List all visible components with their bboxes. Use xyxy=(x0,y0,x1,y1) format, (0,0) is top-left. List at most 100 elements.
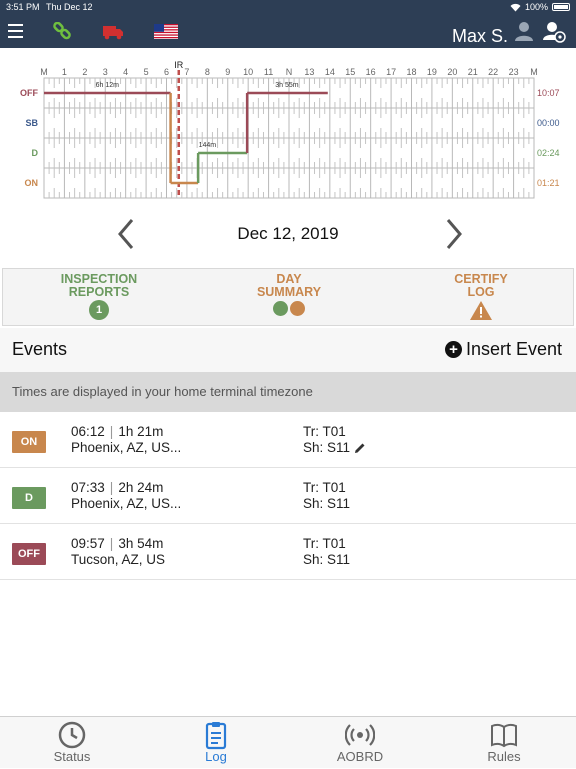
battery-icon xyxy=(552,3,570,11)
events-list: ON 06:12 | 1h 21m Phoenix, AZ, US... Tr: T… xyxy=(0,412,576,580)
event-shipment: Sh: S11 xyxy=(303,496,350,511)
chart-tick-label: M xyxy=(40,67,48,77)
timezone-note: Times are displayed in your home termina… xyxy=(0,372,576,412)
day-summary-button[interactable]: DAY SUMMARY xyxy=(199,273,379,319)
chart-tick-label: 21 xyxy=(468,67,478,77)
insert-event-button[interactable]: + Insert Event xyxy=(444,339,562,360)
event-shipment-text: Sh: S11 xyxy=(303,496,351,511)
event-status-badge: OFF xyxy=(12,543,46,565)
event-location: Phoenix, AZ, US... xyxy=(71,440,182,455)
chart-tick-label: 14 xyxy=(325,67,335,77)
events-title: Events xyxy=(12,339,68,359)
eld-log-chart[interactable]: M 1 2 3 4 5 6 7 8 9 10 11 N 13 14 15 16 17 18 19 20 21 22 23 M OF… xyxy=(0,58,576,208)
chart-tick-label: 16 xyxy=(366,67,376,77)
chart-tick-label: 8 xyxy=(205,67,210,77)
chart-tick-label: 4 xyxy=(123,67,128,77)
tab-log-label: Log xyxy=(205,749,227,764)
status-right: 100% xyxy=(510,2,570,12)
hamburger-menu-icon[interactable] xyxy=(8,24,23,38)
user-settings-icon[interactable] xyxy=(543,20,567,44)
inspection-label-1: INSPECTION xyxy=(60,272,138,286)
chart-tick-label: 3 xyxy=(103,67,108,77)
event-time-line: 06:12 | 1h 21m xyxy=(71,424,164,439)
chart-duration-annotation: 3h 55m xyxy=(275,82,299,89)
wifi-icon xyxy=(510,3,521,11)
event-trailer: Tr: T01 xyxy=(303,424,346,439)
clock-icon xyxy=(58,721,86,749)
event-status-badge: ON xyxy=(12,431,46,453)
plus-circle-icon: + xyxy=(444,341,462,358)
event-row[interactable]: OFF 09:57 | 3h 54m Tucson, AZ, US Tr: T01 … xyxy=(0,524,576,580)
tab-status[interactable]: Status xyxy=(0,717,144,769)
previous-day-button[interactable] xyxy=(112,216,142,252)
event-time-line: 09:57 | 3h 54m xyxy=(71,536,164,551)
insert-event-label: Insert Event xyxy=(465,339,562,359)
certify-log-button[interactable]: CERTIFY LOG xyxy=(391,273,571,324)
day-summary-label-2: SUMMARY xyxy=(256,285,322,299)
chart-row-label: SB xyxy=(25,118,38,128)
chart-tick-label: 6 xyxy=(164,67,169,77)
tab-aobrd[interactable]: AOBRD xyxy=(288,717,432,769)
book-icon xyxy=(491,723,517,748)
chart-tick-label: 13 xyxy=(304,67,314,77)
event-status-badge: D xyxy=(12,487,46,509)
event-duration: 2h 24m xyxy=(118,480,164,495)
chart-tick-label: N xyxy=(286,67,293,77)
tab-aobrd-label: AOBRD xyxy=(336,749,384,764)
bottom-tab-bar: Status Log AOBRD Rules xyxy=(0,716,576,768)
chart-duration-annotation: 144m xyxy=(199,142,217,149)
link-icon[interactable] xyxy=(52,22,72,42)
status-date: Thu Dec 12 xyxy=(46,2,93,12)
tab-rules-label: Rules xyxy=(487,749,521,764)
event-row[interactable]: D 07:33 | 2h 24m Phoenix, AZ, US... Tr: T0… xyxy=(0,468,576,524)
status-time: 3:51 PM xyxy=(6,2,40,12)
event-time: 09:57 xyxy=(71,536,105,551)
day-summary-label-1: DAY xyxy=(276,272,302,286)
chart-tick-label: M xyxy=(530,67,538,77)
tab-rules[interactable]: Rules xyxy=(432,717,576,769)
event-time: 07:33 xyxy=(71,480,105,495)
broadcast-icon xyxy=(345,724,375,746)
chart-tick-label: 20 xyxy=(447,67,457,77)
summary-status-dots xyxy=(273,301,305,316)
event-duration: 3h 54m xyxy=(118,536,164,551)
inspection-reports-button[interactable]: INSPECTION REPORTS 1 xyxy=(9,273,189,320)
chart-tick-label: 22 xyxy=(488,67,498,77)
event-time: 06:12 xyxy=(71,424,105,439)
app-header: Max S. xyxy=(0,14,576,48)
chart-row-total: 02:24 xyxy=(537,148,560,158)
user-name[interactable]: Max S. xyxy=(452,26,509,46)
chart-tick-label: 18 xyxy=(406,67,416,77)
next-day-button[interactable] xyxy=(438,216,468,252)
chart-tick-label: 11 xyxy=(264,67,273,77)
chart-row-total: 00:00 xyxy=(537,118,560,128)
event-trailer: Tr: T01 xyxy=(303,480,346,495)
us-flag-icon[interactable] xyxy=(154,24,178,39)
chart-tick-label: 9 xyxy=(225,67,230,77)
tab-log[interactable]: Log xyxy=(144,717,288,769)
user-icon[interactable] xyxy=(514,20,534,42)
events-header: Events + Insert Event xyxy=(0,328,576,372)
truck-icon[interactable] xyxy=(102,23,124,40)
edit-pencil-icon[interactable] xyxy=(354,442,366,454)
inspection-count-badge: 1 xyxy=(89,300,109,320)
current-date: Dec 12, 2019 xyxy=(237,224,339,243)
warning-icon xyxy=(470,301,492,320)
chart-tick-label: 15 xyxy=(345,67,355,77)
chart-tick-label: 1 xyxy=(62,67,67,77)
chart-tick-label: 19 xyxy=(427,67,437,77)
chart-row-total: 10:07 xyxy=(537,88,560,98)
tab-status-label: Status xyxy=(53,749,91,764)
chart-tick-label: 7 xyxy=(184,67,189,77)
event-shipment-text: Sh: S11 xyxy=(303,552,351,567)
date-navigator: Dec 12, 2019 xyxy=(0,212,576,256)
event-location: Tucson, AZ, US xyxy=(71,552,166,567)
chart-tick-label: 10 xyxy=(243,67,253,77)
eld-chart-svg: M 1 2 3 4 5 6 7 8 9 10 11 N 13 14 15 16 17 18 19 20 21 22 23 MOF… xyxy=(20,60,560,199)
event-row[interactable]: ON 06:12 | 1h 21m Phoenix, AZ, US... Tr: T… xyxy=(0,412,576,468)
clipboard-icon xyxy=(205,722,227,750)
chart-row-total: 01:21 xyxy=(537,178,560,188)
chart-row-label: ON xyxy=(25,178,39,188)
event-location: Phoenix, AZ, US... xyxy=(71,496,182,511)
event-duration: 1h 21m xyxy=(118,424,164,439)
